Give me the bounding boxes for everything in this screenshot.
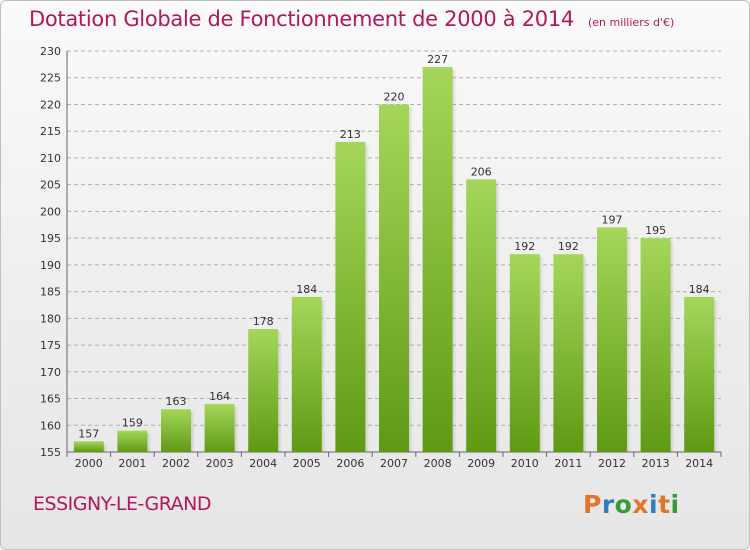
proxiti-logo: Proxiti — [583, 490, 680, 519]
y-tick-label: 225 — [40, 72, 61, 85]
logo-letter: P — [583, 490, 602, 519]
x-tick-label: 2002 — [162, 457, 190, 470]
logo-letter: t — [658, 490, 671, 519]
bar-value-label: 220 — [384, 90, 405, 103]
y-tick-label: 160 — [40, 419, 61, 432]
y-tick-label: 165 — [40, 393, 61, 406]
bar-value-label: 192 — [558, 240, 579, 253]
x-tick-label: 2011 — [554, 457, 582, 470]
bar-value-label: 164 — [209, 390, 230, 403]
y-tick-label: 195 — [40, 232, 61, 245]
x-tick-label: 2013 — [642, 457, 670, 470]
x-tick-label: 2010 — [511, 457, 539, 470]
bar-shadow — [103, 444, 108, 452]
x-tick-label: 2001 — [118, 457, 146, 470]
x-tick-label: 2014 — [685, 457, 713, 470]
bar-shadow — [409, 107, 413, 452]
y-tick-label: 170 — [40, 366, 61, 379]
chart-title: Dotation Globale de Fonctionnement de 20… — [29, 7, 574, 31]
bar-value-label: 184 — [689, 283, 710, 296]
bar-shadow — [365, 144, 370, 453]
y-tick-label: 190 — [40, 259, 61, 272]
y-tick-label: 155 — [40, 446, 61, 459]
bar-value-label: 159 — [122, 417, 143, 430]
bar-value-label: 184 — [296, 283, 317, 296]
bar-shadow — [147, 433, 152, 452]
bar-shadow — [670, 241, 675, 452]
chart-subtitle: (en milliers d'€) — [587, 16, 675, 29]
bar — [597, 227, 627, 452]
bar-shadow — [191, 412, 195, 452]
y-tick-label: 230 — [40, 45, 61, 58]
logo-letter: x — [632, 490, 649, 519]
city-name: ESSIGNY-LE-GRAND — [33, 493, 212, 515]
x-tick-label: 2000 — [75, 457, 103, 470]
x-tick-label: 2009 — [467, 457, 495, 470]
bar — [248, 329, 279, 452]
x-tick-label: 2008 — [424, 457, 452, 470]
bar — [161, 409, 191, 452]
chart-header: Dotation Globale de Fonctionnement de 20… — [29, 7, 674, 31]
bar-value-label: 206 — [471, 165, 492, 178]
bar — [422, 67, 453, 452]
y-tick-label: 185 — [40, 286, 61, 299]
bar-value-label: 178 — [253, 315, 274, 328]
y-tick-label: 180 — [40, 312, 61, 325]
bar-value-label: 192 — [514, 240, 535, 253]
logo-letter: o — [614, 490, 633, 519]
x-tick-label: 2003 — [206, 457, 234, 470]
logo-letter: i — [649, 490, 659, 519]
bar-value-label: 197 — [602, 213, 623, 226]
bar-shadow — [452, 70, 457, 452]
y-tick-label: 220 — [40, 98, 61, 111]
bar — [204, 403, 235, 452]
y-tick-label: 215 — [40, 125, 61, 138]
bar-shadow — [496, 182, 501, 452]
bar — [73, 441, 104, 452]
bar — [335, 141, 366, 453]
x-tick-label: 2012 — [598, 457, 626, 470]
bar — [291, 296, 322, 452]
x-tick-label: 2006 — [336, 457, 364, 470]
bar-value-label: 227 — [427, 53, 448, 66]
bar-value-label: 157 — [78, 427, 99, 440]
bar-shadow — [627, 230, 631, 452]
bar — [553, 254, 584, 452]
bar-shadow — [583, 257, 588, 452]
bar-shadow — [234, 406, 239, 452]
bar-value-label: 213 — [340, 128, 361, 141]
bar-shadow — [278, 332, 283, 452]
bar — [117, 430, 148, 452]
x-tick-label: 2007 — [380, 457, 408, 470]
y-tick-label: 175 — [40, 339, 61, 352]
y-tick-label: 200 — [40, 205, 61, 218]
x-tick-label: 2005 — [293, 457, 321, 470]
x-tick-label: 2004 — [249, 457, 277, 470]
bar — [509, 254, 540, 452]
bar-value-label: 163 — [166, 395, 187, 408]
bar — [466, 179, 497, 452]
y-tick-label: 205 — [40, 179, 61, 192]
bar — [684, 296, 715, 452]
bar — [640, 238, 671, 452]
logo-letter: r — [601, 490, 615, 519]
y-tick-label: 210 — [40, 152, 61, 165]
bar-shadow — [714, 299, 719, 452]
bar-shadow — [539, 257, 544, 452]
bar-shadow — [321, 299, 326, 452]
logo-letter: i — [670, 490, 680, 519]
bar-value-label: 195 — [645, 224, 666, 237]
bar — [379, 104, 409, 452]
